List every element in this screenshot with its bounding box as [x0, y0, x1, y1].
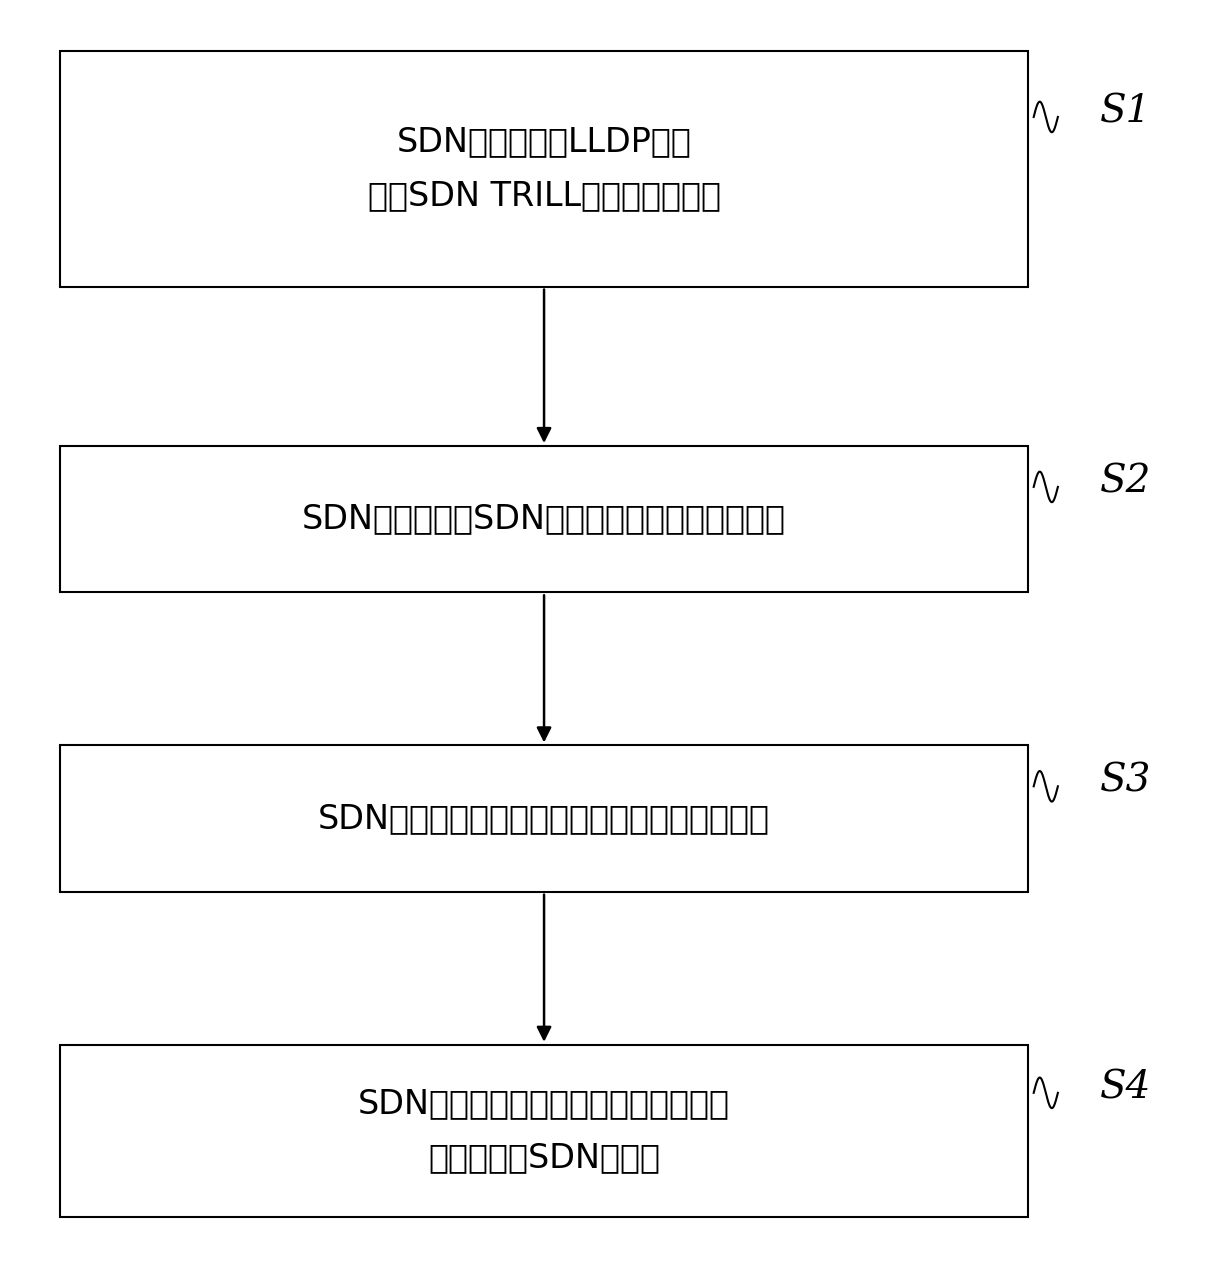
Text: S4: S4	[1100, 1069, 1151, 1106]
Bar	[60, 446, 1028, 592]
Text: SDN控制器接收SDN交换机上报的链路状态信息: SDN控制器接收SDN交换机上报的链路状态信息	[302, 503, 786, 535]
Text: S3: S3	[1100, 763, 1151, 800]
Text: S1: S1	[1100, 93, 1151, 130]
Text: SDN控制器采用最短路径树算法，计算等价路由: SDN控制器采用最短路径树算法，计算等价路由	[318, 803, 770, 834]
Bar	[60, 745, 1028, 892]
Bar	[60, 51, 1028, 287]
Text: SDN控制器根据等价路由的计算结果，
下发流表至SDN交换机: SDN控制器根据等价路由的计算结果， 下发流表至SDN交换机	[358, 1087, 730, 1175]
Text: S2: S2	[1100, 464, 1151, 501]
Text: SDN控制器根据LLDP协议
感知SDN TRILL的网络拓扑结构: SDN控制器根据LLDP协议 感知SDN TRILL的网络拓扑结构	[368, 125, 721, 213]
Bar	[60, 1045, 1028, 1217]
